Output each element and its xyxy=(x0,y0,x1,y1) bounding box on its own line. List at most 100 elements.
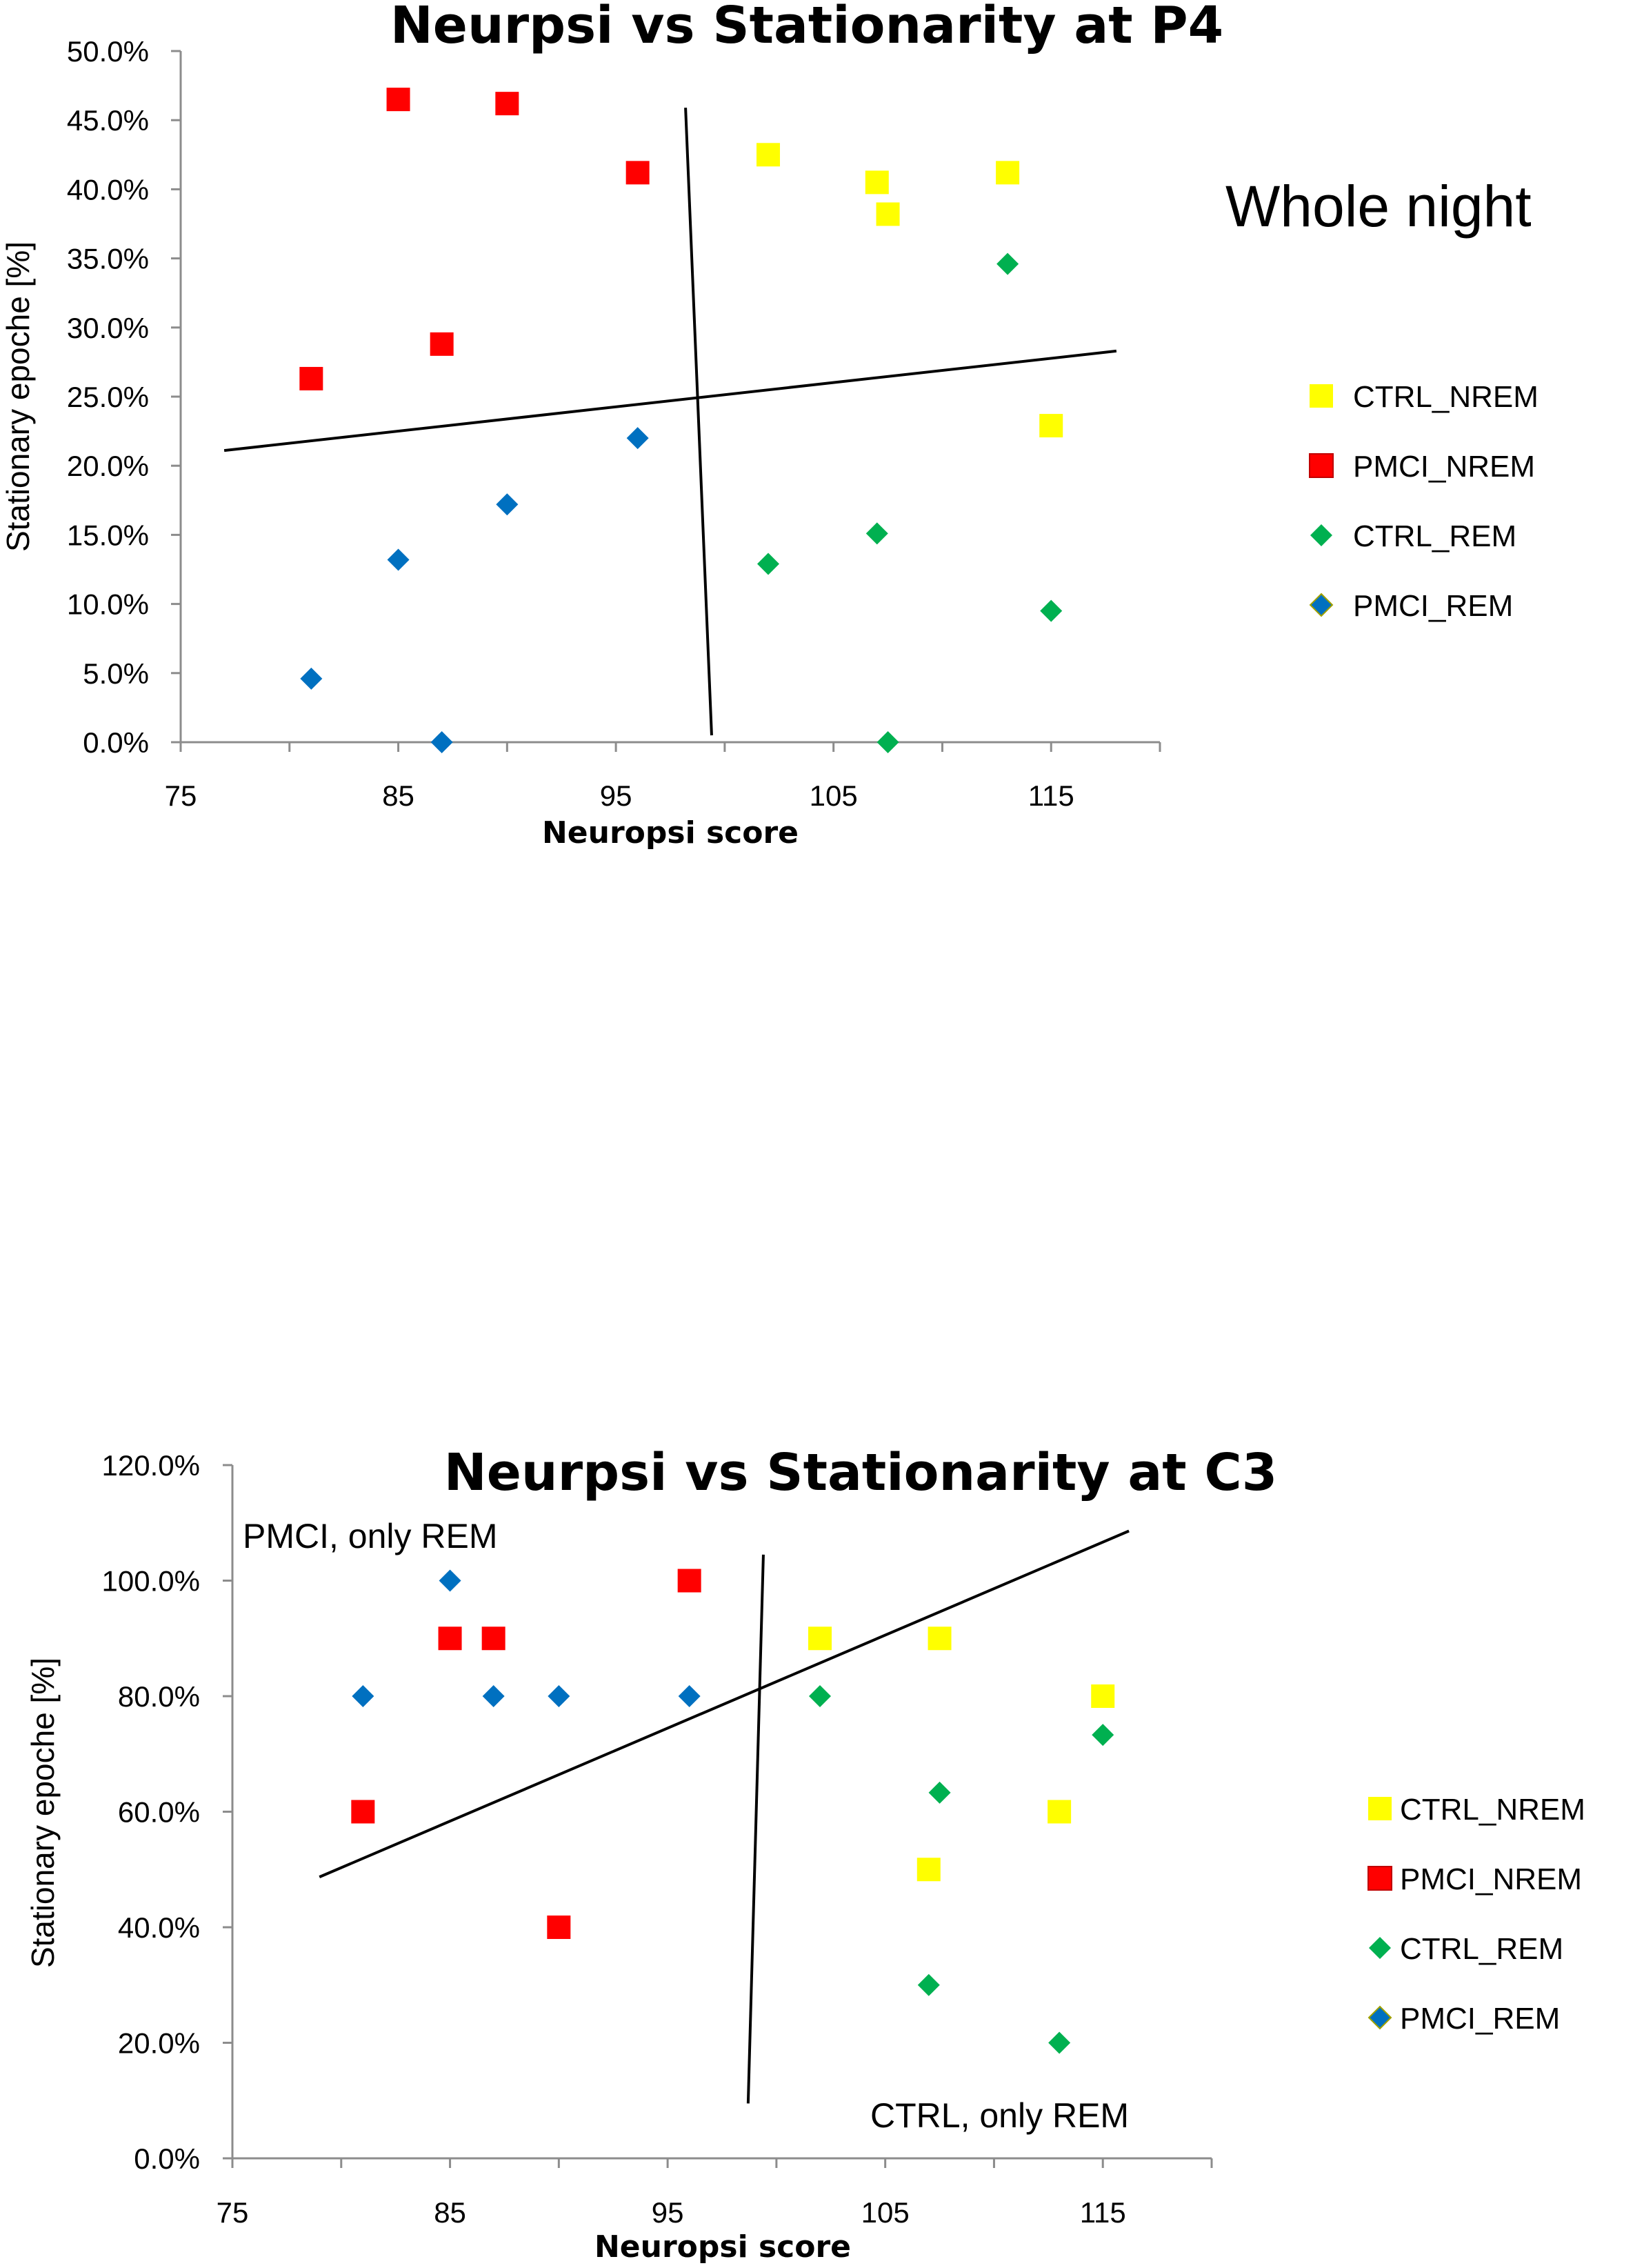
p4-legend-label-pmci-rem: PMCI_REM xyxy=(1353,589,1513,623)
p4-point-ctrl-rem xyxy=(1040,599,1063,622)
p4-point-ctrl-rem xyxy=(876,731,899,753)
c3-point-pmci-rem xyxy=(482,1685,505,1707)
p4-point-pmci-nrem xyxy=(430,332,454,356)
c3-annotation-pmci-only-rem: PMCI, only REM xyxy=(243,1517,498,1555)
p4-point-pmci-rem xyxy=(430,731,453,753)
c3-point-pmci-nrem xyxy=(677,1569,701,1593)
p4-point-pmci-nrem xyxy=(299,366,323,390)
p4-y-tick-label: 10.0% xyxy=(67,588,149,621)
c3-point-ctrl-rem xyxy=(1048,2031,1071,2054)
c3-point-ctrl-nrem xyxy=(928,1627,952,1651)
p4-y-tick-label: 40.0% xyxy=(67,173,149,206)
c3-x-tick-label: 75 xyxy=(217,2196,249,2229)
c3-legend-label-pmci-rem: PMCI_REM xyxy=(1400,2002,1560,2036)
p4-legend-marker-ctrl-rem xyxy=(1310,524,1332,546)
p4-trend-line-2 xyxy=(684,108,713,736)
p4-point-pmci-rem xyxy=(387,548,410,571)
p4-point-ctrl-nrem xyxy=(865,170,889,195)
p4-annotation-whole-night: Whole night xyxy=(1225,174,1532,239)
c3-point-ctrl-rem xyxy=(928,1781,951,1804)
c3-y-tick-label: 100.0% xyxy=(102,1565,200,1598)
c3-x-tick-label: 105 xyxy=(861,2196,910,2229)
c3-x-tick-label: 85 xyxy=(434,2196,466,2229)
p4-point-ctrl-nrem xyxy=(1039,414,1063,438)
p4-legend-marker-pmci-rem xyxy=(1309,593,1334,617)
p4-y-tick-label: 35.0% xyxy=(67,243,149,275)
c3-point-ctrl-nrem xyxy=(916,1858,941,1882)
p4-point-ctrl-nrem xyxy=(876,202,900,226)
c3-y-axis-label: Stationary epoche [%] xyxy=(25,1658,61,1968)
c3-point-pmci-rem xyxy=(548,1685,570,1707)
c3-point-ctrl-nrem xyxy=(1048,1800,1072,1824)
p4-x-tick-label: 115 xyxy=(1028,779,1074,812)
p4-y-tick-label: 20.0% xyxy=(67,450,149,482)
c3-legend-label-ctrl-nrem: CTRL_NREM xyxy=(1400,1793,1585,1827)
c3-scatter-chart: Neurpsi vs Stationarity at C3 0.0% 20.0% 40… xyxy=(25,1443,1585,2265)
p4-point-pmci-nrem xyxy=(625,161,650,185)
p4-y-tick-label: 5.0% xyxy=(83,657,149,690)
c3-y-tick-label: 120.0% xyxy=(102,1449,200,1482)
p4-chart-title: Neurpsi vs Stationarity at P4 xyxy=(390,0,1223,55)
c3-point-pmci-nrem xyxy=(438,1627,462,1651)
p4-point-pmci-rem xyxy=(496,493,519,516)
p4-point-ctrl-rem xyxy=(996,252,1019,275)
p4-y-tick-label: 25.0% xyxy=(67,381,149,413)
c3-chart-title: Neurpsi vs Stationarity at C3 xyxy=(444,1443,1277,1502)
c3-legend-marker-pmci-nrem xyxy=(1367,1866,1392,1891)
p4-legend-marker-pmci-nrem xyxy=(1309,453,1334,478)
c3-legend-marker-ctrl-rem xyxy=(1369,1937,1391,1959)
p4-scatter-chart: Neurpsi vs Stationarity at P4 0.0% 5.0% 10.… xyxy=(0,0,1539,850)
c3-y-tick-label: 40.0% xyxy=(118,1911,200,1944)
c3-y-tick-label: 0.0% xyxy=(134,2142,200,2175)
p4-x-tick-label: 95 xyxy=(600,779,632,812)
c3-x-tick-label: 115 xyxy=(1080,2196,1126,2229)
p4-trend-line-1 xyxy=(223,349,1117,452)
p4-point-ctrl-rem xyxy=(865,522,888,545)
c3-point-pmci-nrem xyxy=(351,1800,375,1824)
p4-x-axis-label: Neuropsi score xyxy=(542,815,799,850)
c3-x-tick-label: 95 xyxy=(652,2196,684,2229)
p4-y-tick-label: 30.0% xyxy=(67,312,149,344)
c3-point-pmci-rem xyxy=(678,1685,701,1707)
c3-point-pmci-nrem xyxy=(547,1916,571,1939)
p4-point-ctrl-nrem xyxy=(996,161,1020,185)
c3-point-ctrl-nrem xyxy=(1091,1684,1115,1708)
p4-point-pmci-nrem xyxy=(495,92,519,116)
c3-point-ctrl-rem xyxy=(1092,1724,1114,1747)
c3-legend-marker-pmci-rem xyxy=(1367,2005,1392,2030)
c3-y-tick-label: 60.0% xyxy=(118,1796,200,1829)
p4-legend-label-ctrl-nrem: CTRL_NREM xyxy=(1353,380,1539,414)
c3-legend-marker-ctrl-nrem xyxy=(1368,1797,1392,1820)
p4-legend-label-pmci-nrem: PMCI_NREM xyxy=(1353,450,1535,484)
c3-point-pmci-rem xyxy=(352,1685,374,1707)
p4-y-tick-label: 15.0% xyxy=(67,519,149,551)
p4-y-axis-label: Stationary epoche [%] xyxy=(0,241,36,552)
p4-y-tick-label: 0.0% xyxy=(83,726,149,759)
c3-point-ctrl-rem xyxy=(917,1973,940,1996)
p4-legend-label-ctrl-rem: CTRL_REM xyxy=(1353,519,1516,553)
c3-point-pmci-nrem xyxy=(481,1627,505,1651)
c3-x-axis-label: Neuropsi score xyxy=(594,2229,851,2265)
c3-trend-line-1 xyxy=(319,1529,1130,1878)
c3-y-tick-label: 20.0% xyxy=(118,2027,200,2060)
p4-x-tick-label: 85 xyxy=(382,779,414,812)
c3-legend-label-ctrl-rem: CTRL_REM xyxy=(1400,1932,1563,1966)
c3-point-ctrl-rem xyxy=(809,1685,831,1707)
p4-x-tick-label: 75 xyxy=(165,779,197,812)
p4-x-tick-label: 105 xyxy=(810,779,858,812)
c3-y-tick-label: 80.0% xyxy=(118,1680,200,1713)
c3-trend-line-2 xyxy=(746,1554,765,2104)
p4-point-ctrl-nrem xyxy=(757,143,780,167)
p4-point-pmci-rem xyxy=(626,427,649,450)
c3-point-ctrl-nrem xyxy=(808,1627,832,1651)
p4-y-tick-label: 45.0% xyxy=(67,104,149,137)
c3-legend-label-pmci-nrem: PMCI_NREM xyxy=(1400,1862,1582,1896)
c3-annotation-ctrl-only-rem: CTRL, only REM xyxy=(870,2096,1129,2135)
c3-point-pmci-rem xyxy=(439,1569,461,1592)
p4-y-tick-label: 50.0% xyxy=(67,35,149,68)
p4-point-ctrl-rem xyxy=(757,553,779,575)
p4-point-pmci-rem xyxy=(300,667,323,690)
p4-point-pmci-nrem xyxy=(386,88,410,112)
p4-legend-marker-ctrl-nrem xyxy=(1310,384,1333,408)
